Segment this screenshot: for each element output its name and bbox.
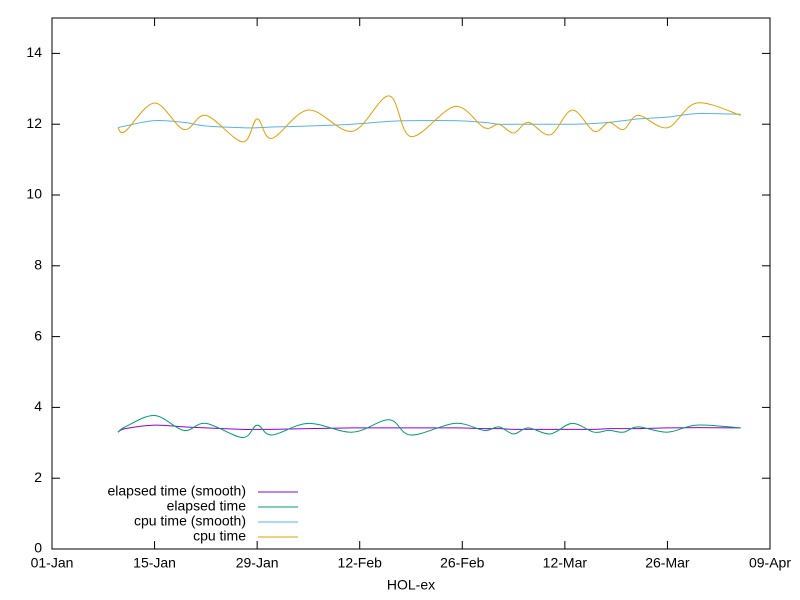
y-tick-label: 0 [34, 540, 42, 556]
x-tick-label: 26-Feb [440, 555, 485, 571]
y-tick-label: 8 [34, 257, 42, 273]
y-tick-label: 12 [26, 115, 42, 131]
legend-label: elapsed time (smooth) [107, 483, 246, 499]
y-tick-label: 14 [26, 44, 42, 60]
x-tick-label: 09-Apr [749, 555, 791, 571]
legend-label: elapsed time [167, 498, 247, 514]
y-tick-label: 2 [34, 469, 42, 485]
x-tick-label: 12-Mar [543, 555, 588, 571]
series-line [117, 95, 741, 143]
x-tick-label: 01-Jan [31, 555, 74, 571]
legend-label: cpu time (smooth) [134, 513, 246, 529]
x-tick-label: 15-Jan [133, 555, 176, 571]
plot-frame [51, 17, 771, 550]
y-tick-label: 6 [34, 327, 42, 343]
series-line [117, 424, 741, 433]
series-line [117, 112, 741, 129]
y-tick-label: 10 [26, 186, 42, 202]
x-tick-label: 12-Feb [338, 555, 383, 571]
x-axis-label: HOL-ex [387, 577, 435, 593]
y-tick-label: 4 [34, 398, 42, 414]
legend-label: cpu time [193, 528, 246, 544]
series-line [117, 415, 741, 438]
x-tick-label: 29-Jan [236, 555, 279, 571]
x-tick-label: 26-Mar [645, 555, 690, 571]
